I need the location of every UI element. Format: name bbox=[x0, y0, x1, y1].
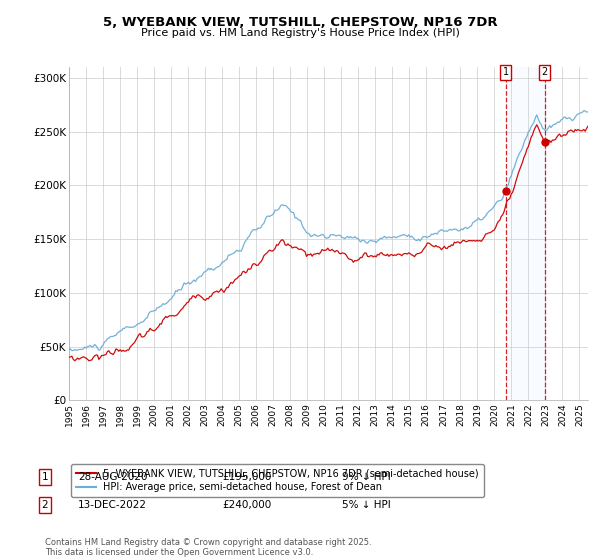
Legend: 5, WYEBANK VIEW, TUTSHILL, CHEPSTOW, NP16 7DR (semi-detached house), HPI: Averag: 5, WYEBANK VIEW, TUTSHILL, CHEPSTOW, NP1… bbox=[71, 464, 484, 497]
Text: 5% ↓ HPI: 5% ↓ HPI bbox=[342, 500, 391, 510]
Text: 1: 1 bbox=[503, 67, 509, 77]
Text: 2: 2 bbox=[41, 500, 49, 510]
Text: 28-AUG-2020: 28-AUG-2020 bbox=[78, 472, 148, 482]
Text: 1: 1 bbox=[41, 472, 49, 482]
Text: Price paid vs. HM Land Registry's House Price Index (HPI): Price paid vs. HM Land Registry's House … bbox=[140, 28, 460, 38]
Text: 5, WYEBANK VIEW, TUTSHILL, CHEPSTOW, NP16 7DR: 5, WYEBANK VIEW, TUTSHILL, CHEPSTOW, NP1… bbox=[103, 16, 497, 29]
Text: 2: 2 bbox=[542, 67, 548, 77]
Bar bbox=[506, 67, 545, 400]
Text: Contains HM Land Registry data © Crown copyright and database right 2025.
This d: Contains HM Land Registry data © Crown c… bbox=[45, 538, 371, 557]
Text: 13-DEC-2022: 13-DEC-2022 bbox=[78, 500, 147, 510]
Text: 9% ↓ HPI: 9% ↓ HPI bbox=[342, 472, 391, 482]
Text: £240,000: £240,000 bbox=[222, 500, 271, 510]
Text: £195,000: £195,000 bbox=[222, 472, 271, 482]
